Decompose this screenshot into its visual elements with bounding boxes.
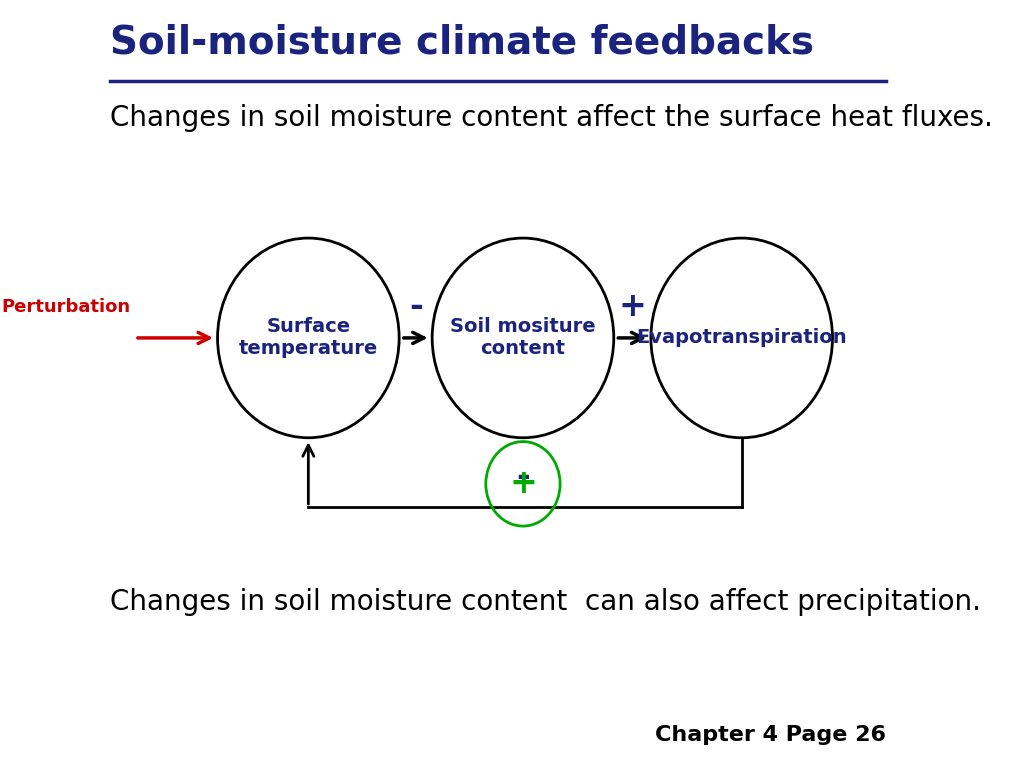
Text: +: + — [509, 468, 537, 500]
Text: Changes in soil moisture content affect the surface heat fluxes.: Changes in soil moisture content affect … — [111, 104, 993, 131]
Text: Soil-moisture climate feedbacks: Soil-moisture climate feedbacks — [111, 23, 814, 61]
Text: -: - — [516, 460, 529, 493]
Text: Evapotranspiration: Evapotranspiration — [636, 329, 847, 347]
Text: Soil mositure
content: Soil mositure content — [451, 317, 596, 359]
Text: Changes in soil moisture content  can also affect precipitation.: Changes in soil moisture content can als… — [111, 588, 981, 615]
Text: Chapter 4 Page 26: Chapter 4 Page 26 — [655, 725, 886, 745]
Text: Surface
temperature: Surface temperature — [239, 317, 378, 359]
Text: Perturbation: Perturbation — [2, 298, 131, 316]
Text: +: + — [618, 290, 646, 323]
Text: -: - — [409, 290, 423, 323]
